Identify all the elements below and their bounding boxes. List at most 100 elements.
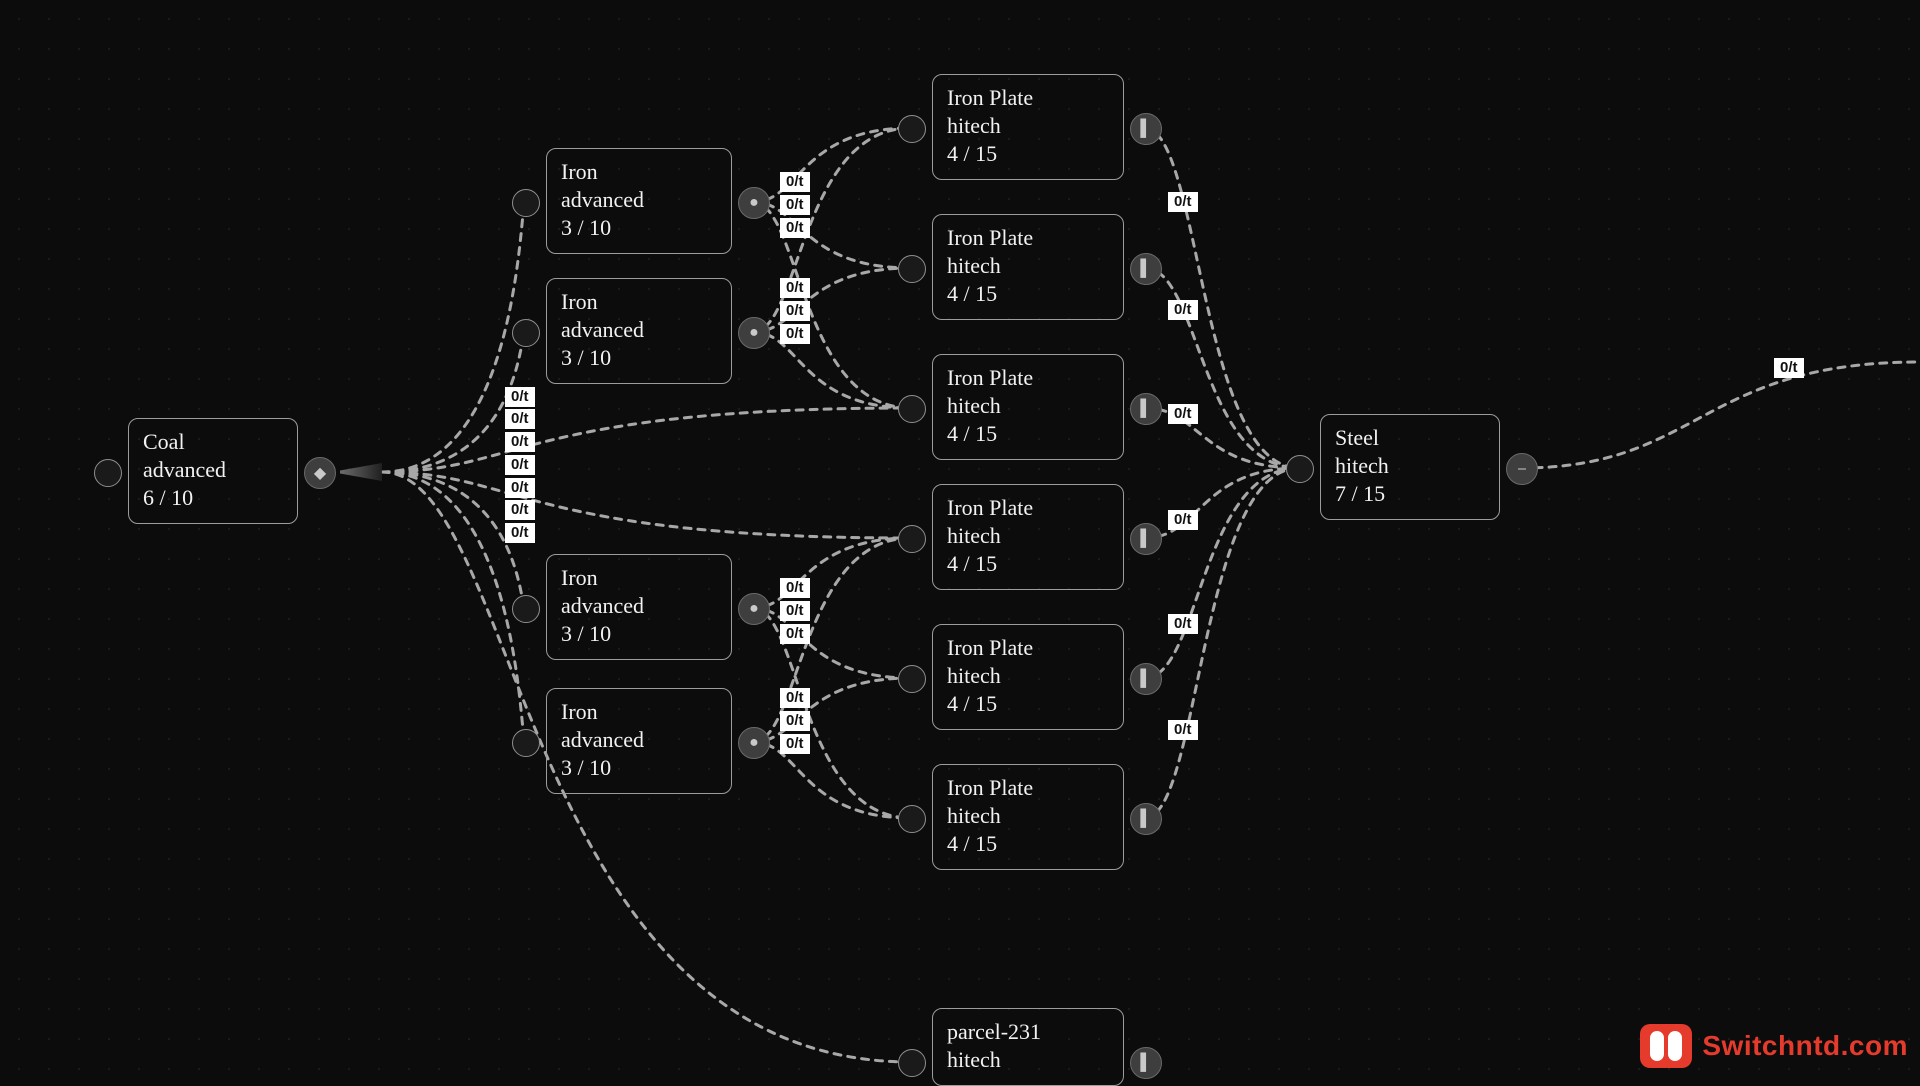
node-subtitle: hitech — [947, 1047, 1109, 1073]
edge — [382, 408, 911, 472]
node-subtitle: hitech — [947, 523, 1109, 549]
rate-badge: 0/t — [780, 278, 810, 298]
rate-badge: 0/t — [1168, 404, 1198, 424]
rock-icon[interactable]: ● — [738, 727, 770, 759]
edge — [753, 678, 911, 742]
node-ratio: 4 / 15 — [947, 831, 1109, 857]
input-port[interactable] — [512, 189, 540, 217]
node-title: Iron — [561, 289, 717, 315]
plate-icon[interactable]: ▌ — [1130, 1047, 1162, 1079]
graph-node-iron2[interactable]: Ironadvanced3 / 10 — [546, 278, 732, 384]
rate-badge: 0/t — [1168, 300, 1198, 320]
rate-badge: 0/t — [1774, 358, 1804, 378]
edge — [382, 472, 525, 608]
rate-badge: 0/t — [505, 478, 535, 498]
node-ratio: 3 / 10 — [561, 621, 717, 647]
graph-node-steel[interactable]: Steelhitech7 / 15 — [1320, 414, 1500, 520]
graph-node-plate3[interactable]: Iron Platehitech4 / 15 — [932, 354, 1124, 460]
rate-badge: 0/t — [780, 711, 810, 731]
input-port[interactable] — [898, 1049, 926, 1077]
edge — [753, 128, 911, 202]
coal-icon[interactable]: ◆ — [304, 457, 336, 489]
graph-node-plate1[interactable]: Iron Platehitech4 / 15 — [932, 74, 1124, 180]
rate-badge: 0/t — [505, 387, 535, 407]
rate-badge: 0/t — [780, 172, 810, 192]
node-subtitle: hitech — [947, 803, 1109, 829]
edge — [753, 608, 911, 818]
edge — [382, 202, 525, 472]
rock-icon[interactable]: ● — [738, 187, 770, 219]
node-ratio: 3 / 10 — [561, 215, 717, 241]
rate-badge: 0/t — [505, 455, 535, 475]
plate-icon[interactable]: ▌ — [1130, 253, 1162, 285]
edge — [753, 202, 911, 408]
plate-icon[interactable]: ▌ — [1130, 393, 1162, 425]
graph-node-parcel[interactable]: parcel-231hitech — [932, 1008, 1124, 1086]
input-port[interactable] — [898, 525, 926, 553]
node-subtitle: advanced — [561, 727, 717, 753]
edge — [1521, 362, 1920, 468]
edge — [753, 742, 911, 818]
node-subtitle: hitech — [1335, 453, 1485, 479]
node-title: Iron Plate — [947, 85, 1109, 111]
rock-icon[interactable]: ● — [738, 593, 770, 625]
graph-node-coal[interactable]: Coaladvanced6 / 10 — [128, 418, 298, 524]
node-subtitle: advanced — [561, 187, 717, 213]
node-title: Iron Plate — [947, 775, 1109, 801]
node-ratio: 4 / 15 — [947, 691, 1109, 717]
edge — [1145, 468, 1299, 678]
graph-node-plate5[interactable]: Iron Platehitech4 / 15 — [932, 624, 1124, 730]
rate-badge: 0/t — [505, 500, 535, 520]
node-ratio: 4 / 15 — [947, 421, 1109, 447]
graph-node-plate2[interactable]: Iron Platehitech4 / 15 — [932, 214, 1124, 320]
edge — [753, 538, 911, 742]
rate-badge: 0/t — [780, 324, 810, 344]
node-ratio: 6 / 10 — [143, 485, 283, 511]
edge — [753, 608, 911, 678]
plate-icon[interactable]: ▌ — [1130, 523, 1162, 555]
rate-badge: 0/t — [505, 432, 535, 452]
input-port[interactable] — [898, 805, 926, 833]
input-port[interactable] — [898, 255, 926, 283]
node-subtitle: advanced — [143, 457, 283, 483]
watermark-text: Switchntd.com — [1702, 1030, 1908, 1062]
graph-node-iron3[interactable]: Ironadvanced3 / 10 — [546, 554, 732, 660]
edge — [382, 332, 525, 472]
graph-node-iron4[interactable]: Ironadvanced3 / 10 — [546, 688, 732, 794]
node-title: Coal — [143, 429, 283, 455]
node-title: Iron Plate — [947, 495, 1109, 521]
node-title: parcel-231 — [947, 1019, 1109, 1045]
plate-icon[interactable]: ▌ — [1130, 803, 1162, 835]
node-ratio: 3 / 10 — [561, 755, 717, 781]
rate-badge: 0/t — [505, 523, 535, 543]
rate-badge: 0/t — [780, 195, 810, 215]
input-port[interactable] — [1286, 455, 1314, 483]
plate-icon[interactable]: ▌ — [1130, 113, 1162, 145]
edge — [382, 472, 525, 742]
plate-icon[interactable]: ▌ — [1130, 663, 1162, 695]
node-title: Iron — [561, 159, 717, 185]
edge — [753, 332, 911, 408]
site-watermark: Switchntd.com — [1640, 1024, 1908, 1068]
node-ratio: 4 / 15 — [947, 141, 1109, 167]
input-port[interactable] — [512, 729, 540, 757]
rate-badge: 0/t — [1168, 192, 1198, 212]
input-port[interactable] — [898, 115, 926, 143]
input-port[interactable] — [512, 319, 540, 347]
input-port[interactable] — [512, 595, 540, 623]
graph-node-plate4[interactable]: Iron Platehitech4 / 15 — [932, 484, 1124, 590]
input-port[interactable] — [898, 395, 926, 423]
graph-node-iron1[interactable]: Ironadvanced3 / 10 — [546, 148, 732, 254]
rate-badge: 0/t — [780, 578, 810, 598]
input-port[interactable] — [94, 459, 122, 487]
rate-badge: 0/t — [1168, 720, 1198, 740]
input-port[interactable] — [898, 665, 926, 693]
node-title: Iron Plate — [947, 225, 1109, 251]
edge — [753, 268, 911, 332]
steel-icon[interactable]: ⎯ — [1506, 453, 1538, 485]
rock-icon[interactable]: ● — [738, 317, 770, 349]
node-subtitle: hitech — [947, 393, 1109, 419]
graph-node-plate6[interactable]: Iron Platehitech4 / 15 — [932, 764, 1124, 870]
node-subtitle: hitech — [947, 113, 1109, 139]
rate-badge: 0/t — [780, 218, 810, 238]
